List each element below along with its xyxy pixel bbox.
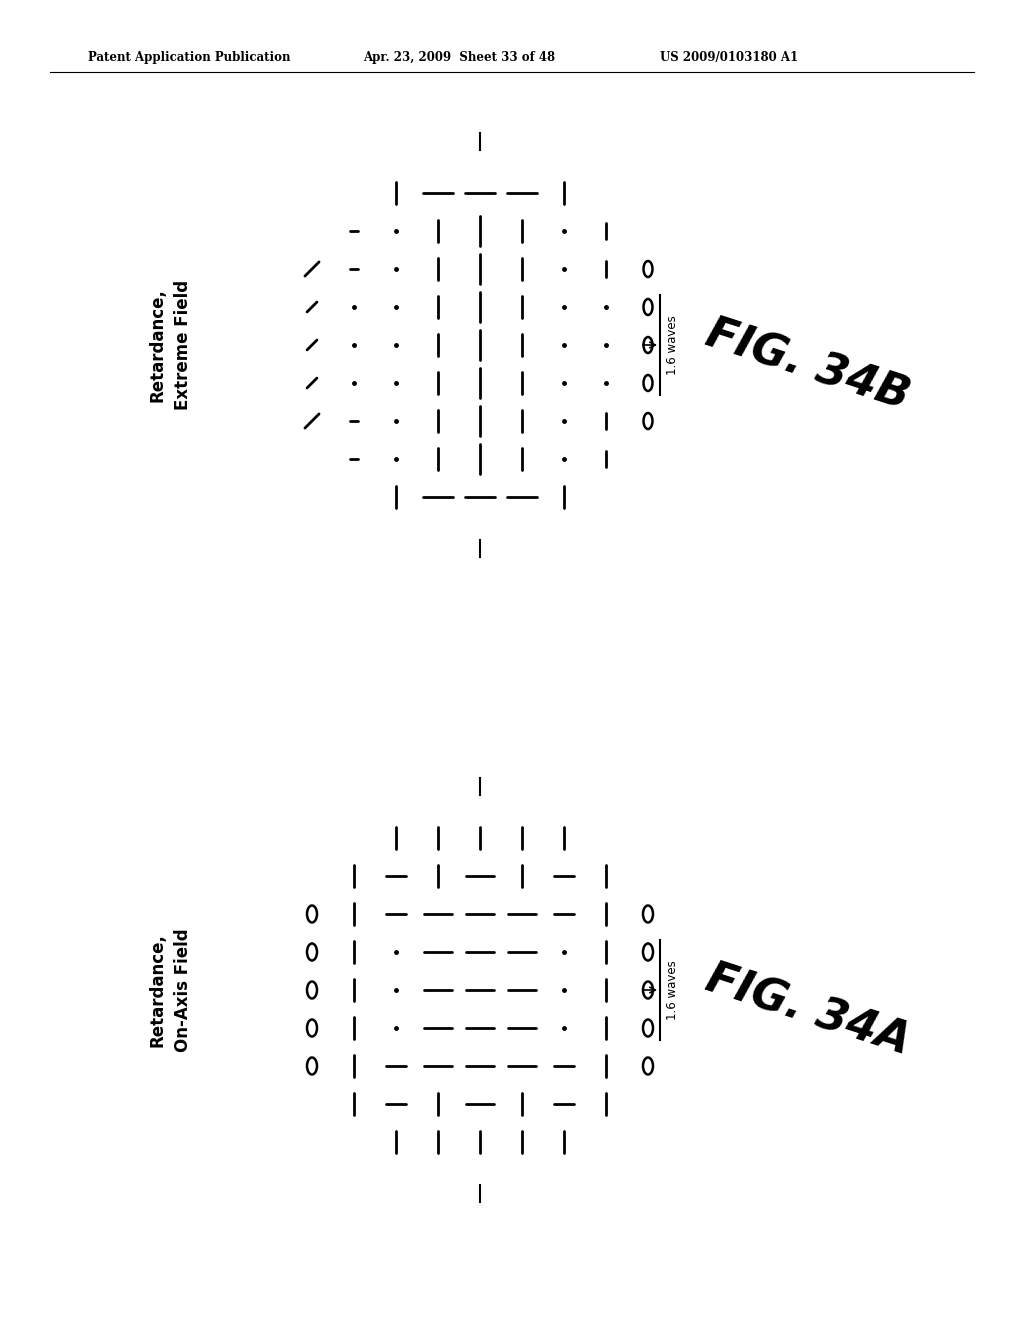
Text: US 2009/0103180 A1: US 2009/0103180 A1 [660, 51, 798, 65]
Text: FIG. 34A: FIG. 34A [700, 957, 915, 1063]
Text: Retardance,
Extreme Field: Retardance, Extreme Field [148, 280, 191, 411]
Text: 1.6 waves: 1.6 waves [666, 960, 679, 1020]
Text: Patent Application Publication: Patent Application Publication [88, 51, 291, 65]
Text: Apr. 23, 2009  Sheet 33 of 48: Apr. 23, 2009 Sheet 33 of 48 [362, 51, 555, 65]
Text: 1.6 waves: 1.6 waves [666, 315, 679, 375]
Text: Retardance,
On-Axis Field: Retardance, On-Axis Field [148, 928, 191, 1052]
Text: FIG. 34B: FIG. 34B [700, 312, 915, 418]
